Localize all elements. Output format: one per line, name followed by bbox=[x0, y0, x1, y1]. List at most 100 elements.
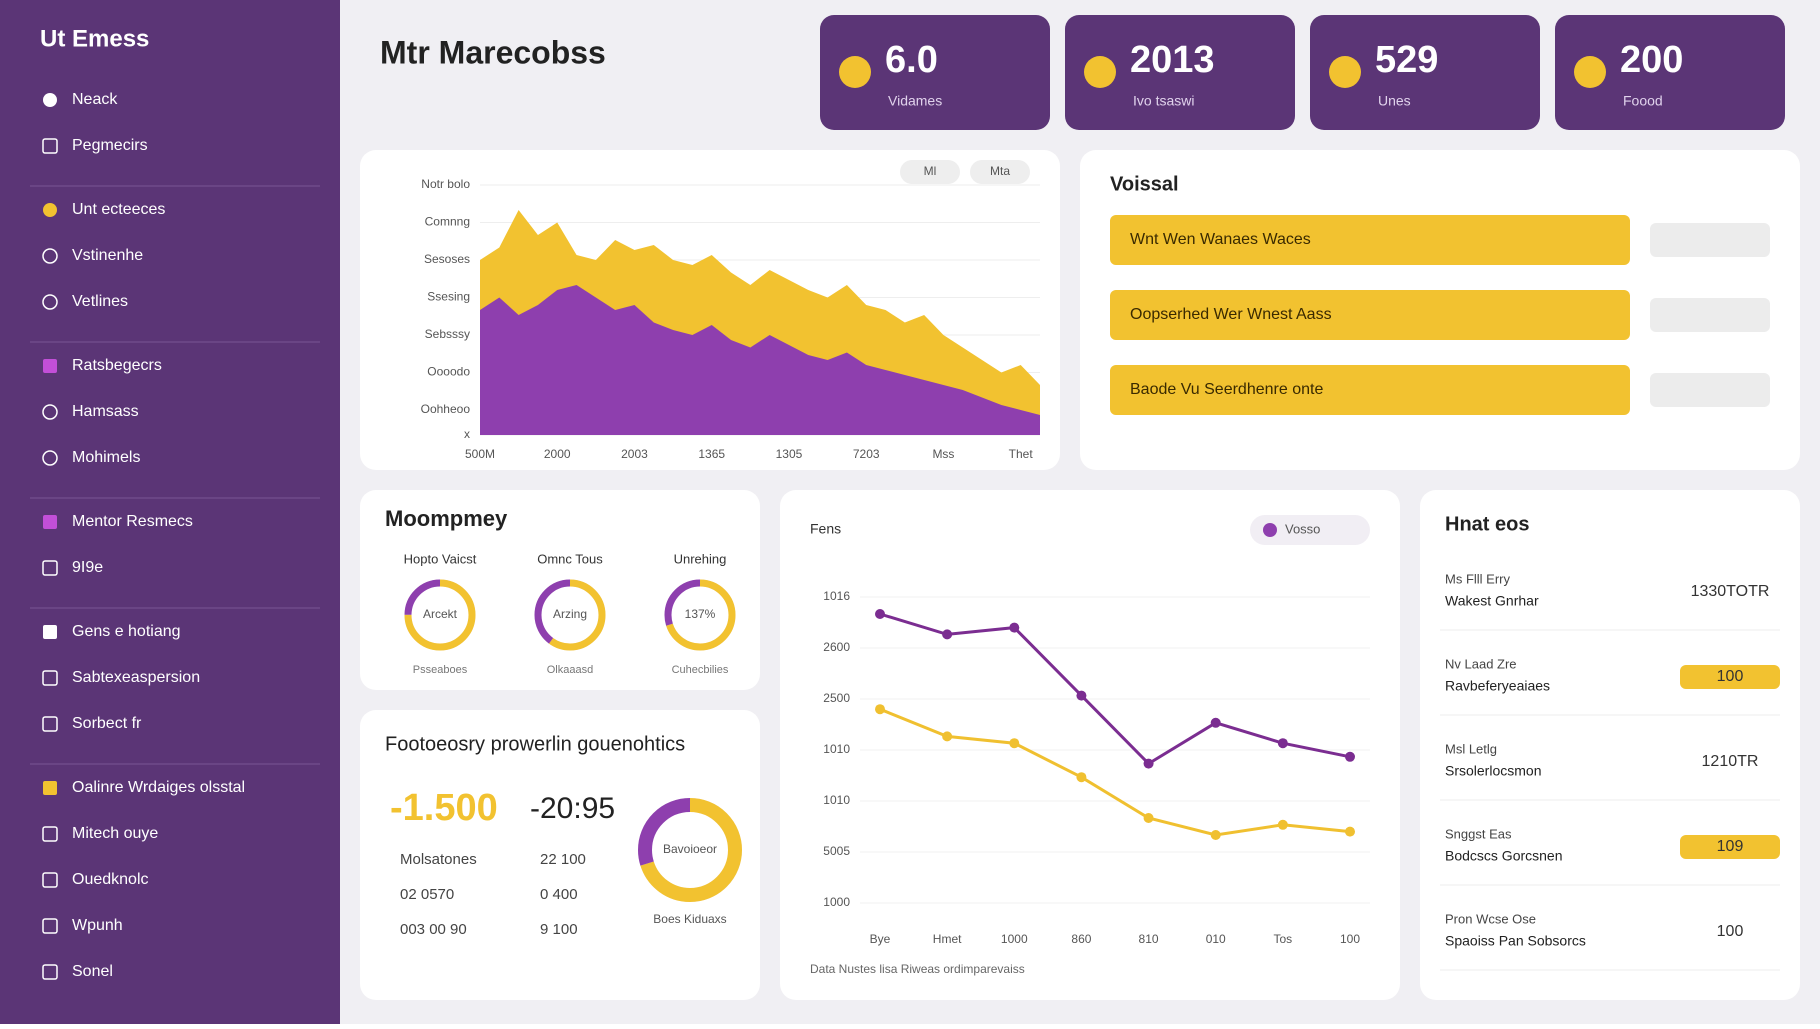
nav-item[interactable]: Hamsass bbox=[72, 403, 139, 420]
nav-item[interactable]: Ratsbegecrs bbox=[72, 357, 162, 374]
nav-icon bbox=[42, 138, 58, 154]
nav-item[interactable]: Sonel bbox=[72, 963, 113, 980]
nav-icon bbox=[42, 826, 58, 842]
line-card bbox=[780, 490, 1400, 1000]
nav-item[interactable]: Gens e hotiang bbox=[72, 623, 181, 640]
sidebar-title: Ut Emess bbox=[40, 25, 149, 52]
area-series bbox=[480, 285, 1040, 435]
x-tick-label: 1365 bbox=[698, 447, 725, 461]
x-tick-label: 2000 bbox=[544, 447, 571, 461]
sidebar bbox=[0, 0, 340, 1024]
nav-item[interactable]: Pegmecirs bbox=[72, 137, 148, 154]
nav-item[interactable]: Vstinenhe bbox=[72, 247, 143, 264]
nav-icon bbox=[42, 248, 58, 264]
donut-label: Omnc Tous bbox=[537, 551, 603, 566]
value-chip bbox=[1680, 665, 1780, 689]
line-point bbox=[1277, 738, 1288, 749]
control-button[interactable] bbox=[970, 160, 1030, 184]
stat-card bbox=[1310, 15, 1540, 130]
chart-title: Fens bbox=[810, 521, 841, 537]
card-title: Hnat eos bbox=[1445, 513, 1529, 535]
nav-item[interactable]: Sabtexeaspersion bbox=[72, 669, 200, 686]
nav-item[interactable]: Mohimels bbox=[72, 449, 140, 466]
stat-card bbox=[820, 15, 1050, 130]
nav-item[interactable]: Neack bbox=[72, 91, 118, 108]
control-button[interactable] bbox=[900, 160, 960, 184]
nav-icon bbox=[43, 625, 57, 639]
stat-label: Vidames bbox=[888, 93, 942, 109]
nav-icon bbox=[43, 93, 57, 107]
line-point bbox=[1076, 772, 1087, 783]
line-point bbox=[1210, 830, 1221, 840]
row-sub: Wakest Gnrhar bbox=[1445, 593, 1539, 609]
stat-value: 200 bbox=[1620, 39, 1683, 81]
nav-icon bbox=[42, 670, 58, 686]
y-tick-label: Notr bolo bbox=[421, 177, 470, 191]
card-title: Moompmey bbox=[385, 506, 508, 531]
y-tick-label: 1000 bbox=[823, 895, 850, 909]
line-point bbox=[1345, 826, 1355, 837]
y-tick-label: 2500 bbox=[823, 691, 850, 705]
panel-title: Voissal bbox=[1110, 173, 1179, 195]
nav-icon bbox=[43, 515, 57, 529]
line-series bbox=[879, 612, 1351, 766]
nav-item[interactable]: Ouedknolc bbox=[72, 871, 149, 888]
stat-card bbox=[1065, 15, 1295, 130]
row-label: Snggst Eas bbox=[1445, 826, 1512, 841]
tag bbox=[1650, 373, 1770, 407]
nav-icon bbox=[42, 560, 58, 576]
line-point bbox=[942, 629, 953, 640]
stat-icon bbox=[1329, 56, 1361, 88]
row-value: 1210TR bbox=[1702, 753, 1759, 770]
control-label[interactable]: Ml bbox=[924, 164, 937, 178]
row-sub: Spaoiss Pan Sobsorcs bbox=[1445, 933, 1586, 949]
donut-inner: 137% bbox=[685, 607, 716, 621]
legend-box[interactable] bbox=[1250, 515, 1370, 545]
donut-label: Hopto Vaicst bbox=[404, 551, 477, 566]
x-tick-label: 810 bbox=[1139, 932, 1159, 946]
control-label[interactable]: Mta bbox=[990, 164, 1010, 178]
nav-item[interactable]: Unt ecteeces bbox=[72, 201, 165, 218]
line-point bbox=[875, 704, 885, 715]
chart-caption: Data Nustes lisa Riweas ordimparevaiss bbox=[810, 962, 1025, 976]
row-value: 100 bbox=[1717, 923, 1744, 940]
nav-item[interactable]: Wpunh bbox=[72, 917, 123, 934]
nav-icon bbox=[43, 203, 57, 217]
highlight-text: Baode Vu Seerdhenre onte bbox=[1130, 381, 1323, 398]
nav-item[interactable]: 9I9e bbox=[72, 559, 103, 576]
line-point bbox=[942, 731, 953, 742]
line-point bbox=[875, 609, 885, 619]
x-tick-label: 100 bbox=[1340, 932, 1360, 946]
nav-item[interactable]: Sorbect fr bbox=[72, 715, 142, 732]
donut-caption: Psseaboes bbox=[413, 664, 468, 676]
nav-item[interactable]: Mentor Resmecs bbox=[72, 513, 193, 530]
stat-value: 2013 bbox=[1130, 39, 1215, 81]
line-series bbox=[879, 707, 1351, 837]
x-tick-label: 010 bbox=[1206, 932, 1226, 946]
line-point bbox=[1076, 690, 1087, 701]
nav-item[interactable]: Mitech ouye bbox=[72, 825, 158, 842]
nav-icon bbox=[42, 404, 58, 420]
x-tick-label: 2003 bbox=[621, 447, 648, 461]
highlight-bar bbox=[1110, 290, 1630, 340]
tag bbox=[1650, 223, 1770, 257]
nav-icon bbox=[42, 872, 58, 888]
x-tick-label: 500M bbox=[465, 447, 495, 461]
legend-label[interactable]: Vosso bbox=[1285, 521, 1320, 536]
nav-item[interactable]: Oalinre Wrdaiges olsstal bbox=[72, 779, 245, 796]
x-tick-label: 1000 bbox=[1001, 932, 1028, 946]
cell: 02 0570 bbox=[400, 886, 454, 903]
stat-card bbox=[1555, 15, 1785, 130]
nav-item[interactable]: Vetlines bbox=[72, 293, 128, 310]
row-label: Ms Flll Erry bbox=[1445, 571, 1510, 586]
cell: 9 100 bbox=[540, 921, 578, 938]
line-point bbox=[1210, 717, 1221, 728]
line-point bbox=[1143, 758, 1154, 769]
donut-arc-rest bbox=[404, 579, 476, 651]
big-value: -20:95 bbox=[530, 792, 615, 825]
row-label: Pron Wcse Ose bbox=[1445, 911, 1536, 926]
highlight-bar bbox=[1110, 215, 1630, 265]
line-point bbox=[1009, 622, 1020, 633]
nav-icon bbox=[42, 918, 58, 934]
